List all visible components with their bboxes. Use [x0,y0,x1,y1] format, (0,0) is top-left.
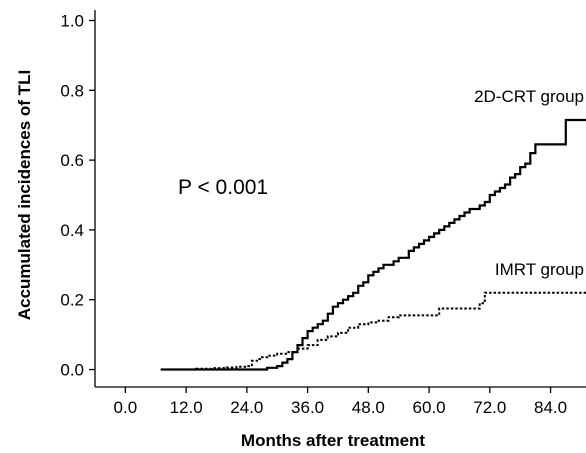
label-layer: Months after treatment Accumulated incid… [15,11,584,450]
x-tick-label: 60.0 [413,398,446,417]
series-label-2d-crt: 2D-CRT group [474,87,584,106]
y-tick-label: 0.4 [60,221,84,240]
x-tick-label: 0.0 [114,398,138,417]
x-tick-label: 24.0 [230,398,263,417]
x-tick-label: 48.0 [352,398,385,417]
x-axis-title: Months after treatment [241,431,426,450]
x-tick-label: 84.0 [534,398,567,417]
y-tick-label: 0.6 [60,151,84,170]
x-tick-label: 12.0 [170,398,203,417]
x-tick-label: 72.0 [473,398,506,417]
series-layer [160,118,586,371]
y-tick-label: 0.0 [60,361,84,380]
y-tick-label: 1.0 [60,11,84,30]
series-2d-crt-line [160,118,586,371]
y-tick-label: 0.8 [60,81,84,100]
y-tick-label: 0.2 [60,291,84,310]
series-imrt-line [160,291,586,371]
p-value-annotation: P < 0.001 [178,176,268,199]
y-axis-title: Accumulated incidences of TLI [15,70,34,320]
x-tick-label: 36.0 [291,398,324,417]
series-label-imrt: IMRT group [495,260,584,279]
plot-area [89,10,586,393]
